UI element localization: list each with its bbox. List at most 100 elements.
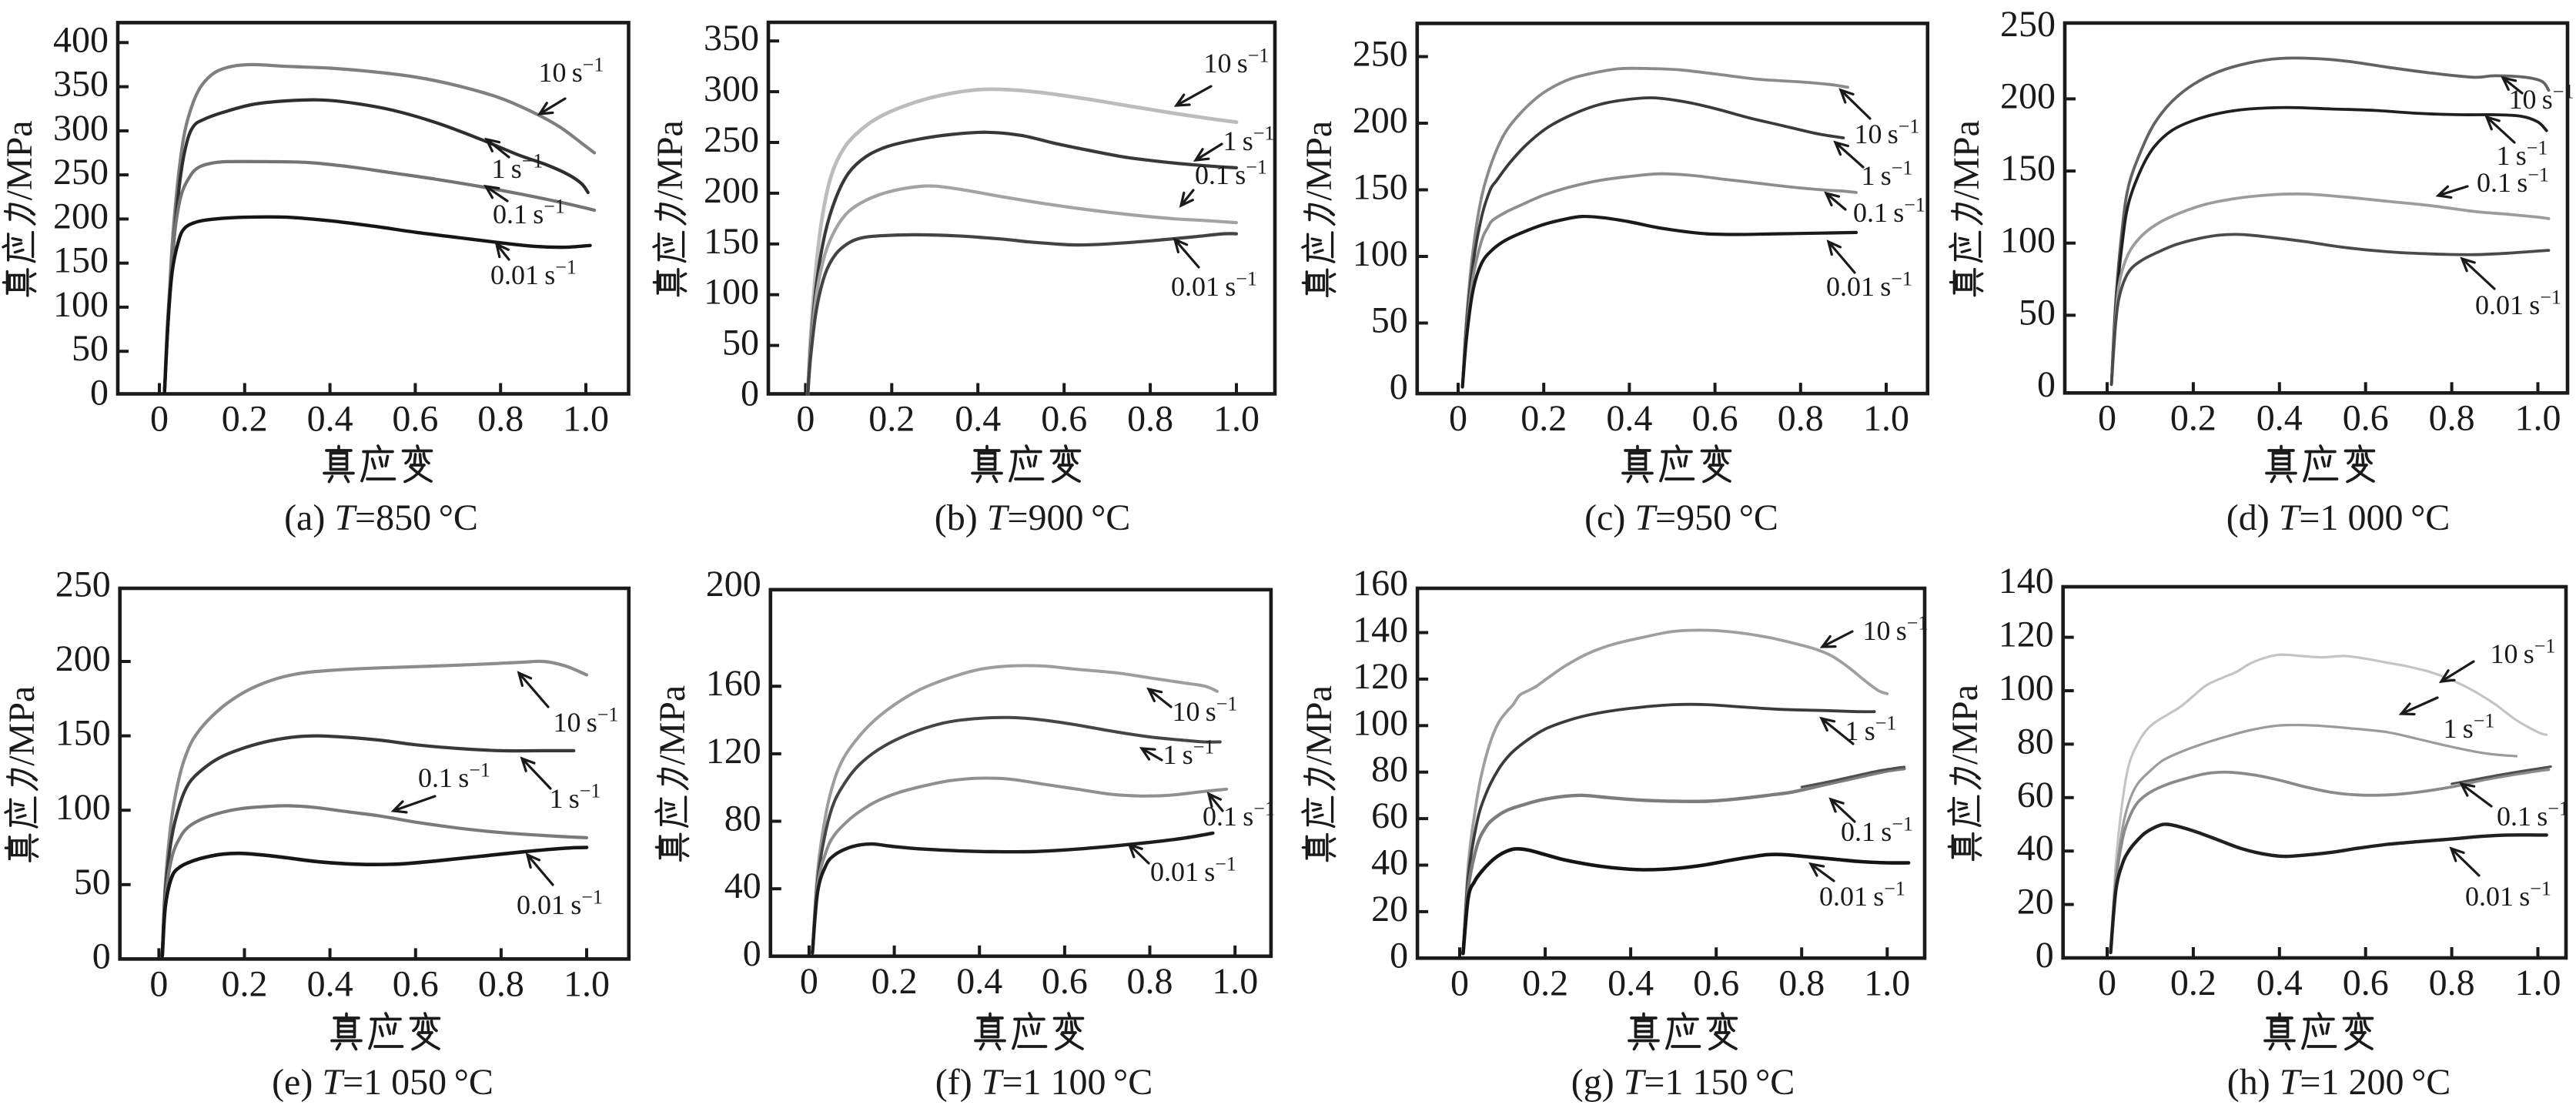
svg-text:0.4: 0.4: [1607, 963, 1654, 1003]
svg-text:0: 0: [800, 961, 818, 1002]
svg-text:1.0: 1.0: [1212, 961, 1258, 1002]
svg-text:0.6: 0.6: [393, 963, 439, 1004]
svg-text:0: 0: [149, 963, 168, 1004]
svg-text:250: 250: [1353, 34, 1408, 75]
svg-text:0: 0: [2037, 364, 2056, 405]
svg-text:0: 0: [1390, 367, 1408, 407]
svg-text:0: 0: [2036, 935, 2054, 976]
svg-text:0.2: 0.2: [871, 961, 918, 1002]
svg-text:0.2: 0.2: [222, 399, 268, 440]
svg-text:0.6: 0.6: [1041, 399, 1087, 440]
svg-text:0: 0: [1450, 963, 1469, 1003]
svg-text:50: 50: [2019, 292, 2056, 333]
svg-text:(f) T=1 100 °C: (f) T=1 100 °C: [935, 1062, 1153, 1103]
svg-text:0: 0: [92, 936, 111, 976]
svg-text:80: 80: [724, 799, 761, 839]
svg-text:0.4: 0.4: [1606, 398, 1652, 439]
svg-text:60: 60: [2017, 775, 2054, 815]
svg-text:150: 150: [1353, 167, 1408, 208]
svg-text:40: 40: [724, 866, 761, 906]
svg-text:100: 100: [55, 787, 111, 828]
svg-text:80: 80: [2017, 721, 2054, 762]
svg-text:150: 150: [2000, 148, 2056, 189]
svg-text:0.8: 0.8: [2429, 397, 2475, 438]
svg-text:120: 120: [1353, 656, 1408, 697]
svg-text:40: 40: [1371, 842, 1408, 883]
svg-text:200: 200: [704, 170, 759, 211]
svg-text:200: 200: [55, 638, 111, 679]
svg-text:0.8: 0.8: [2429, 963, 2475, 1003]
svg-text:0.6: 0.6: [1693, 963, 1739, 1003]
svg-text:/MPa: /MPa: [1945, 685, 1986, 765]
svg-text:0.8: 0.8: [478, 963, 524, 1004]
svg-text:(d) T=1 000 °C: (d) T=1 000 °C: [2226, 497, 2451, 538]
svg-text:(h) T=1 200 °C: (h) T=1 200 °C: [2227, 1062, 2451, 1103]
svg-text:0.2: 0.2: [2170, 963, 2216, 1003]
svg-text:0: 0: [796, 399, 815, 440]
svg-text:0.2: 0.2: [2170, 397, 2216, 438]
svg-text:250: 250: [704, 119, 759, 160]
svg-text:0.4: 0.4: [955, 399, 1001, 440]
svg-text:1 s−1: 1 s−1: [1223, 122, 1275, 157]
svg-text:50: 50: [1371, 300, 1408, 341]
svg-text:0: 0: [741, 373, 759, 414]
svg-text:100: 100: [1353, 702, 1408, 743]
svg-text:350: 350: [53, 64, 109, 105]
svg-text:0.8: 0.8: [1778, 963, 1825, 1003]
svg-text:150: 150: [55, 713, 111, 754]
svg-text:1.0: 1.0: [1864, 963, 1910, 1003]
svg-text:80: 80: [1371, 749, 1408, 790]
svg-text:1 s−1: 1 s−1: [2497, 137, 2548, 172]
svg-text:250: 250: [55, 564, 111, 604]
svg-text:1.0: 1.0: [1213, 399, 1260, 440]
svg-text:/MPa: /MPa: [1299, 685, 1340, 765]
svg-text:1.0: 1.0: [1863, 398, 1909, 439]
svg-text:0.2: 0.2: [1522, 963, 1568, 1003]
svg-text:50: 50: [722, 323, 759, 363]
svg-text:0.2: 0.2: [868, 399, 915, 440]
svg-text:20: 20: [1371, 889, 1408, 929]
svg-text:250: 250: [2000, 4, 2056, 45]
svg-text:0.2: 0.2: [222, 963, 268, 1004]
svg-text:100: 100: [1999, 668, 2054, 708]
svg-text:120: 120: [1999, 614, 2054, 655]
svg-text:0: 0: [1449, 398, 1467, 439]
svg-text:40: 40: [2017, 828, 2054, 869]
svg-text:0: 0: [743, 933, 761, 974]
svg-text:0.1 s−1: 0.1 s−1: [1203, 798, 1275, 832]
svg-text:0: 0: [150, 399, 169, 440]
svg-text:0.8: 0.8: [1127, 399, 1173, 440]
svg-text:(a) T=850 °C: (a) T=850 °C: [284, 497, 478, 538]
svg-text:300: 300: [704, 69, 759, 109]
svg-text:/MPa: /MPa: [1946, 120, 1987, 200]
svg-text:0.8: 0.8: [477, 399, 524, 440]
svg-text:/MPa: /MPa: [652, 685, 693, 765]
svg-text:/MPa: /MPa: [2, 686, 42, 766]
svg-text:1.0: 1.0: [564, 963, 610, 1004]
svg-text:160: 160: [706, 663, 761, 704]
svg-text:/MPa: /MPa: [1299, 121, 1340, 201]
svg-text:/MPa: /MPa: [650, 120, 691, 200]
svg-text:0.8: 0.8: [1778, 398, 1824, 439]
svg-text:0.4: 0.4: [307, 963, 353, 1004]
svg-text:0.8: 0.8: [1127, 961, 1173, 1002]
svg-text:1.0: 1.0: [563, 399, 609, 440]
svg-text:(g) T=1 150 °C: (g) T=1 150 °C: [1571, 1062, 1795, 1103]
svg-text:50: 50: [72, 328, 109, 369]
svg-text:(e) T=1 050 °C: (e) T=1 050 °C: [272, 1062, 493, 1103]
svg-text:0.6: 0.6: [1042, 961, 1088, 1002]
svg-text:10 s−1: 10 s−1: [554, 704, 619, 738]
svg-text:0.6: 0.6: [2343, 397, 2389, 438]
svg-text:200: 200: [2000, 75, 2056, 116]
svg-text:200: 200: [706, 564, 761, 604]
svg-text:250: 250: [53, 152, 109, 193]
svg-text:0.4: 0.4: [2257, 963, 2303, 1003]
svg-text:140: 140: [1999, 561, 2054, 601]
svg-text:0.6: 0.6: [392, 399, 438, 440]
svg-text:(b) T=900 °C: (b) T=900 °C: [935, 497, 1131, 538]
svg-text:140: 140: [1353, 610, 1408, 651]
svg-text:0.4: 0.4: [2257, 397, 2303, 438]
svg-text:120: 120: [706, 731, 761, 772]
svg-text:350: 350: [704, 18, 759, 59]
svg-text:20: 20: [2017, 882, 2054, 923]
